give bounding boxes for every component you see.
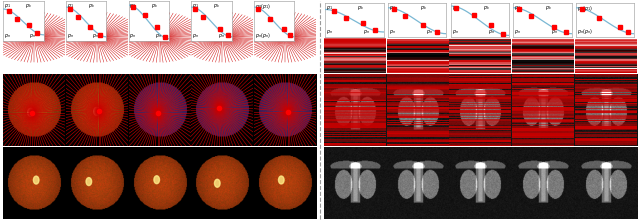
Ellipse shape <box>28 108 33 116</box>
Ellipse shape <box>214 179 220 187</box>
Ellipse shape <box>154 176 159 184</box>
Ellipse shape <box>86 178 92 185</box>
Ellipse shape <box>93 107 99 115</box>
Ellipse shape <box>33 176 39 184</box>
Ellipse shape <box>278 176 284 184</box>
